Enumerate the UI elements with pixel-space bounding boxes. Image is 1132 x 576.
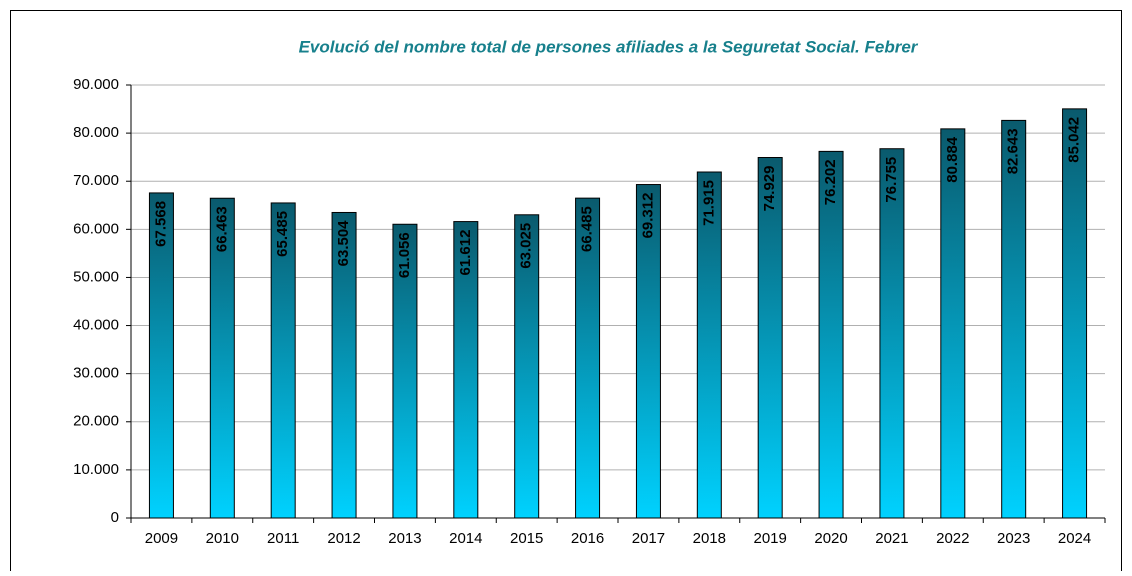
x-tick-label: 2017 [632, 530, 665, 547]
y-tick-label: 90.000 [73, 76, 119, 93]
bar [148, 192, 174, 519]
x-tick-label: 2019 [754, 530, 787, 547]
x-tick-label: 2011 [267, 530, 299, 547]
bar [757, 157, 783, 519]
chart-frame [10, 10, 1122, 576]
y-tick-label: 30.000 [73, 365, 119, 382]
value-label: 66.463 [213, 206, 230, 252]
bar [209, 197, 235, 519]
value-label: 69.312 [639, 193, 656, 239]
value-label: 74.929 [761, 166, 778, 212]
y-tick-label: 80.000 [73, 124, 119, 141]
bar [453, 221, 479, 519]
bar [575, 197, 601, 519]
value-label: 63.025 [518, 223, 535, 269]
y-tick-label: 0 [111, 509, 119, 526]
x-tick-label: 2016 [571, 530, 604, 547]
value-label: 71.915 [700, 180, 717, 226]
x-tick-label: 2012 [327, 530, 360, 547]
bar [1062, 108, 1088, 519]
bar [696, 171, 722, 519]
bar [392, 223, 418, 519]
x-tick-label: 2014 [449, 530, 482, 547]
chart-title: Evolució del nombre total de persones af… [299, 37, 919, 56]
y-tick-label: 20.000 [73, 413, 119, 430]
value-label: 66.485 [579, 206, 596, 252]
value-label: 61.612 [457, 230, 474, 276]
y-tick-label: 50.000 [73, 268, 119, 285]
bar [818, 150, 844, 519]
y-tick-label: 60.000 [73, 220, 119, 237]
x-tick-label: 2020 [814, 530, 847, 547]
x-tick-label: 2018 [693, 530, 726, 547]
y-tick-label: 40.000 [73, 317, 119, 334]
x-tick-label: 2023 [997, 530, 1030, 547]
value-label: 76.755 [883, 157, 900, 203]
bar [635, 184, 661, 519]
x-tick-label: 2024 [1058, 530, 1091, 547]
y-tick-label: 70.000 [73, 172, 119, 189]
x-tick-label: 2013 [388, 530, 421, 547]
value-label: 65.485 [274, 211, 291, 257]
value-label: 76.202 [822, 159, 839, 205]
bar [879, 148, 905, 519]
bar [331, 211, 357, 519]
value-label: 67.568 [152, 201, 169, 247]
value-label: 80.884 [944, 136, 961, 183]
x-tick-label: 2021 [875, 530, 908, 547]
bar [940, 128, 966, 519]
x-tick-label: 2015 [510, 530, 543, 547]
x-tick-label: 2022 [936, 530, 969, 547]
value-label: 82.643 [1005, 128, 1022, 174]
value-label: 61.056 [396, 232, 413, 278]
x-tick-label: 2010 [206, 530, 239, 547]
value-label: 63.504 [335, 220, 352, 267]
x-tick-label: 2009 [145, 530, 178, 547]
value-label: 85.042 [1066, 117, 1083, 163]
bar [270, 202, 296, 519]
bar [514, 214, 540, 519]
y-tick-label: 10.000 [73, 461, 119, 478]
bar [1001, 119, 1027, 519]
